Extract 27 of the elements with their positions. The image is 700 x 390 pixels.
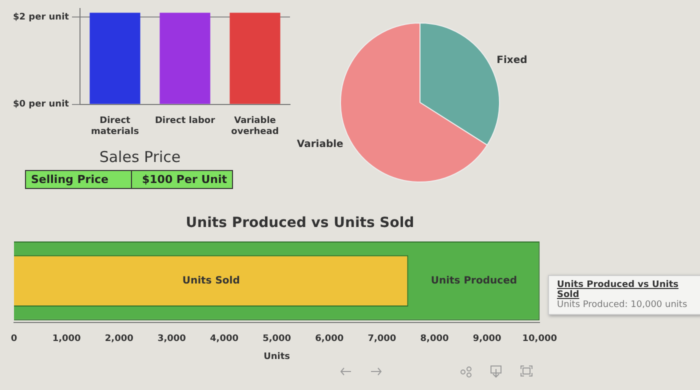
text: Selling Price <box>26 170 132 188</box>
x-tick-label: 0 <box>10 334 18 344</box>
x-tick-label: Direct materials <box>91 116 139 137</box>
x-tick-label: 4,000 <box>210 334 238 344</box>
x-tick-label: 1,000 <box>52 334 81 344</box>
x-tick-label: Variable overhead <box>231 116 279 137</box>
x-tick-label: 8,000 <box>420 334 449 344</box>
x-tick-label: 5,000 <box>262 334 292 344</box>
slice-label: Variable <box>296 139 344 150</box>
x-tick-label: 6,000 <box>315 334 344 344</box>
x-tick-label: 10,000 <box>522 334 557 344</box>
text: Units Produced vs Units Sold <box>557 280 680 300</box>
text: Units Produced: 10,000 units <box>557 300 688 310</box>
chart-title: Units Produced vs Units Sold <box>184 215 416 231</box>
x-tick-label: 3,000 <box>157 334 186 344</box>
x-tick-label: 7,000 <box>368 334 396 344</box>
slice-label: Fixed <box>496 54 528 66</box>
text: $100 Per Unit <box>132 170 232 188</box>
series-label: Units Sold <box>182 275 240 286</box>
y-tick-label: $0 per unit <box>12 100 70 110</box>
series-label: Units Produced <box>430 275 518 286</box>
x-tick-label: 9,000 <box>472 334 502 344</box>
text: Sales Price <box>98 148 182 166</box>
x-tick-label: 2,000 <box>104 334 134 344</box>
x-tick-label: Direct labor <box>154 116 216 126</box>
y-tick-label: $2 per unit <box>12 12 70 22</box>
x-axis-title: Units <box>264 352 290 362</box>
